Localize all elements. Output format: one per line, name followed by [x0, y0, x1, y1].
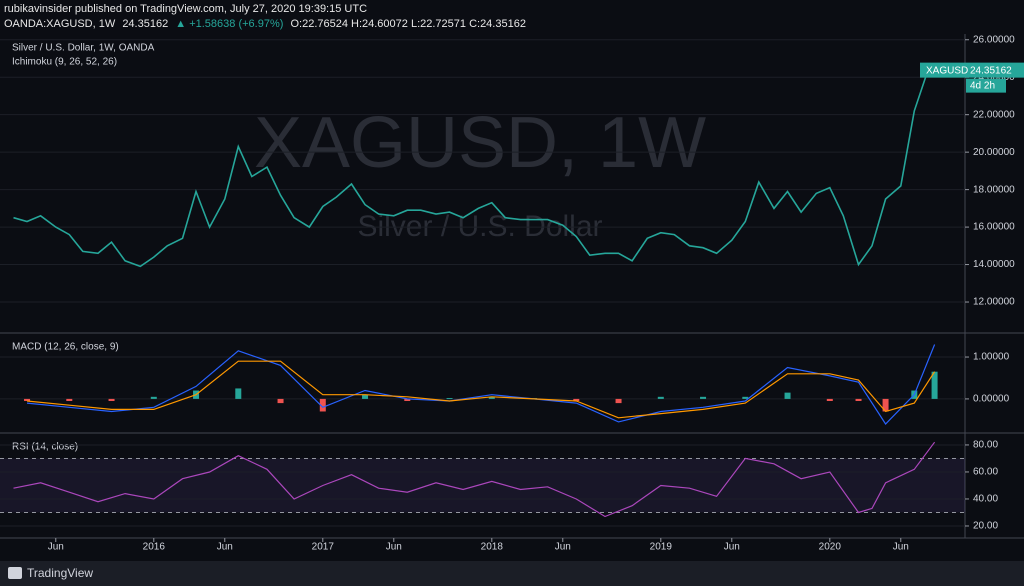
histogram-bar — [657, 396, 664, 399]
pane-subtitle: Ichimoku (9, 26, 52, 26) — [12, 57, 117, 68]
histogram-bar — [615, 398, 622, 404]
pane-title: Silver / U.S. Dollar, 1W, OANDA — [12, 43, 155, 54]
x-tick-label: 2017 — [312, 542, 335, 553]
countdown: 4d 2h — [970, 80, 995, 91]
pane-title: RSI (14, close) — [12, 442, 78, 453]
x-tick-label: Jun — [724, 542, 740, 553]
histogram-bar — [573, 398, 580, 402]
brand: TradingView — [27, 566, 94, 580]
countdown-box — [966, 78, 1006, 93]
y-tick-label: 14.00000 — [973, 259, 1015, 270]
histogram-bar — [488, 396, 495, 399]
x-tick-label: Jun — [217, 542, 233, 553]
y-tick-label: 22.00000 — [973, 109, 1015, 120]
histogram-bar — [742, 396, 749, 399]
x-tick-label: Jun — [386, 542, 402, 553]
histogram-bar — [108, 398, 115, 402]
x-tick-label: Jun — [555, 542, 571, 553]
histogram-bar — [24, 398, 31, 402]
ohlc: O:22.76524 H:24.60072 L:22.72571 C:24.35… — [290, 18, 526, 30]
symbol: OANDA:XAGUSD, 1W — [4, 18, 116, 30]
y-tick-label: 26.00000 — [973, 34, 1015, 45]
x-tick-label: 2016 — [143, 542, 166, 553]
symbol-line: OANDA:XAGUSD, 1W 24.35162 ▲ +1.58638 (+6… — [4, 18, 530, 30]
watermark: XAGUSD, 1W — [254, 103, 706, 183]
y-tick-label: 60.00 — [973, 467, 998, 478]
y-tick-label: 1.00000 — [973, 352, 1010, 363]
series-line — [13, 441, 936, 518]
footer: TradingView — [0, 561, 1024, 586]
price-label-box — [920, 62, 1024, 78]
rsi-band — [0, 458, 965, 513]
y-tick-label: 18.00000 — [973, 184, 1015, 195]
series-line — [13, 70, 929, 268]
price-label-value: 24.35162 — [970, 65, 1012, 76]
published-line: rubikavinsider published on TradingView.… — [4, 3, 371, 15]
y-tick-label: 20.00 — [973, 521, 998, 532]
histogram-bar — [882, 398, 889, 412]
histogram-bar — [446, 398, 453, 400]
series-line — [26, 344, 936, 425]
histogram-bar — [700, 396, 707, 399]
histogram-bar — [319, 398, 326, 412]
histogram-bar — [404, 398, 411, 402]
histogram-bar — [826, 398, 833, 402]
price: 24.35162 — [122, 18, 169, 30]
y-tick-label: 40.00 — [973, 494, 998, 505]
histogram-bar — [784, 392, 791, 399]
x-tick-label: 2018 — [481, 542, 504, 553]
histogram-bar — [362, 394, 369, 399]
x-tick-label: 2020 — [819, 542, 842, 553]
histogram-bar — [235, 388, 242, 399]
price-label-symbol: XAGUSD — [926, 65, 968, 76]
histogram-bar — [150, 396, 157, 399]
histogram-bar — [66, 398, 73, 402]
y-tick-label: 16.00000 — [973, 222, 1015, 233]
y-tick-label: 0.00000 — [973, 394, 1010, 405]
histogram-bar — [855, 398, 862, 402]
watermark-sub: Silver / U.S. Dollar — [357, 210, 602, 243]
histogram-bar — [277, 398, 284, 404]
y-tick-label: 80.00 — [973, 440, 998, 451]
chart: XAGUSD, 1W Silver / U.S. Dollar Silver /… — [0, 34, 1024, 553]
change: ▲ +1.58638 (+6.97%) — [175, 18, 284, 30]
x-tick-label: Jun — [48, 542, 64, 553]
x-tick-label: Jun — [893, 542, 909, 553]
pane-title: MACD (12, 26, close, 9) — [12, 342, 119, 353]
y-tick-label: 20.00000 — [973, 147, 1015, 158]
logo — [8, 567, 22, 579]
y-tick-label: 12.00000 — [973, 297, 1015, 308]
histogram-bar — [931, 371, 938, 399]
published: rubikavinsider published on TradingView.… — [4, 3, 368, 15]
series-line — [26, 360, 936, 419]
x-tick-label: 2019 — [650, 542, 673, 553]
